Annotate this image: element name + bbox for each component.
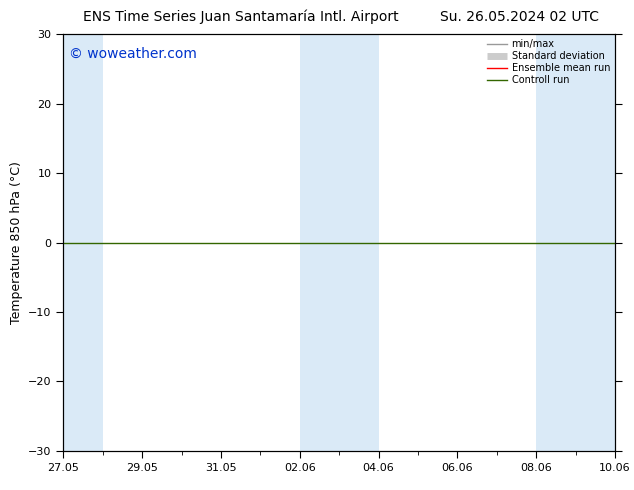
Text: ENS Time Series Juan Santamaría Intl. Airport: ENS Time Series Juan Santamaría Intl. Ai… xyxy=(83,10,399,24)
Bar xyxy=(300,34,378,451)
Text: © woweather.com: © woweather.com xyxy=(69,47,197,61)
Bar xyxy=(536,34,615,451)
Bar xyxy=(63,34,103,451)
Y-axis label: Temperature 850 hPa (°C): Temperature 850 hPa (°C) xyxy=(10,161,23,324)
Text: Su. 26.05.2024 02 UTC: Su. 26.05.2024 02 UTC xyxy=(441,10,599,24)
Legend: min/max, Standard deviation, Ensemble mean run, Controll run: min/max, Standard deviation, Ensemble me… xyxy=(486,37,612,87)
